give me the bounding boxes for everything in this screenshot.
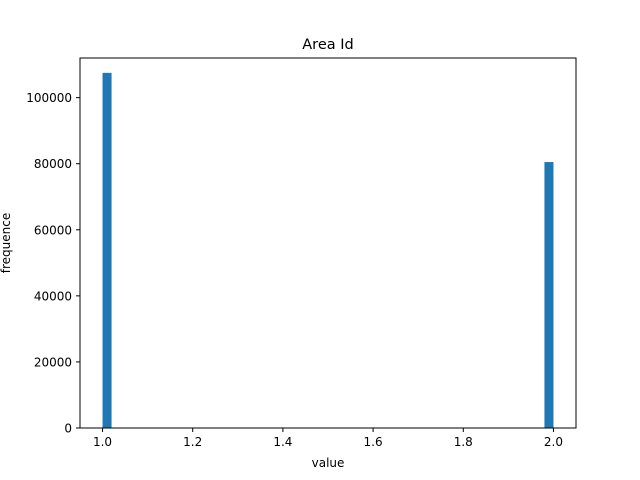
x-axis-label: value <box>312 456 345 470</box>
x-axis: 1.0 1.2 1.4 1.6 1.8 2.0 <box>93 428 563 449</box>
y-tick-label: 40000 <box>34 289 72 303</box>
y-tick-label: 100000 <box>26 91 72 105</box>
y-tick-label: 0 <box>64 422 72 436</box>
y-tick-label: 80000 <box>34 157 72 171</box>
x-tick-label: 1.0 <box>93 435 112 449</box>
x-tick-label: 1.8 <box>454 435 473 449</box>
histogram-bar <box>544 162 554 428</box>
y-tick-label: 20000 <box>34 355 72 369</box>
histogram-bar <box>102 72 112 428</box>
y-tick-label: 60000 <box>34 223 72 237</box>
y-axis: 0 20000 40000 60000 80000 100000 <box>26 91 80 436</box>
x-tick-label: 1.2 <box>183 435 202 449</box>
x-tick-label: 1.6 <box>364 435 383 449</box>
bars-group <box>102 72 554 428</box>
x-tick-label: 2.0 <box>544 435 563 449</box>
plot-frame <box>79 57 577 429</box>
chart-title: Area Id <box>302 37 353 53</box>
y-axis-label: frequence <box>0 213 13 273</box>
x-tick-label: 1.4 <box>273 435 292 449</box>
